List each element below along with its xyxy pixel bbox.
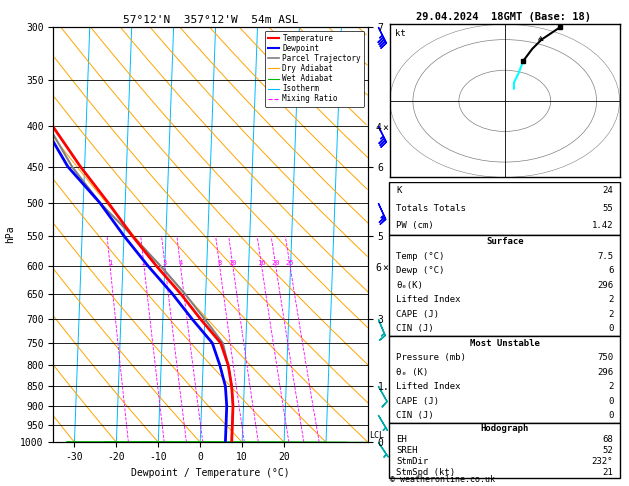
Text: 2: 2 [608, 310, 613, 319]
Bar [389, 336, 620, 423]
Text: SREH: SREH [396, 446, 418, 455]
Text: Lifted Index: Lifted Index [396, 295, 461, 304]
Text: 1: 1 [108, 260, 112, 266]
Text: 8: 8 [218, 260, 222, 266]
Text: CIN (J): CIN (J) [396, 411, 434, 420]
Text: 7.5: 7.5 [597, 252, 613, 261]
Text: 2: 2 [142, 260, 146, 266]
Text: Temp (°C): Temp (°C) [396, 252, 445, 261]
Y-axis label: km
ASL: km ASL [416, 224, 434, 245]
Text: 52: 52 [603, 446, 613, 455]
Text: EH: EH [396, 435, 407, 444]
Text: Lifted Index: Lifted Index [396, 382, 461, 391]
Text: 296: 296 [597, 368, 613, 377]
Text: Dewp (°C): Dewp (°C) [396, 266, 445, 276]
Text: 1.42: 1.42 [592, 221, 613, 230]
Text: 16: 16 [257, 260, 266, 266]
Text: LCL: LCL [369, 431, 384, 440]
Text: 750: 750 [597, 353, 613, 363]
Text: Most Unstable: Most Unstable [470, 339, 540, 348]
X-axis label: Dewpoint / Temperature (°C): Dewpoint / Temperature (°C) [131, 468, 290, 478]
Bar [389, 423, 620, 478]
Text: 21: 21 [603, 468, 613, 477]
Bar [389, 182, 620, 235]
Text: StmSpd (kt): StmSpd (kt) [396, 468, 455, 477]
Text: Hodograph: Hodograph [481, 424, 529, 433]
Title: 57°12'N  357°12'W  54m ASL: 57°12'N 357°12'W 54m ASL [123, 15, 299, 25]
Bar [389, 235, 620, 336]
Text: 10: 10 [228, 260, 237, 266]
Text: 6: 6 [608, 266, 613, 276]
Text: 4: 4 [179, 260, 182, 266]
Text: 2: 2 [608, 295, 613, 304]
Text: 29.04.2024  18GMT (Base: 18): 29.04.2024 18GMT (Base: 18) [416, 12, 591, 22]
Text: kt: kt [394, 29, 405, 38]
Text: 0: 0 [608, 325, 613, 333]
Text: PW (cm): PW (cm) [396, 221, 434, 230]
Text: Surface: Surface [486, 237, 523, 246]
Text: θₑ(K): θₑ(K) [396, 281, 423, 290]
Text: CIN (J): CIN (J) [396, 325, 434, 333]
Text: CAPE (J): CAPE (J) [396, 397, 439, 406]
Text: 0: 0 [608, 411, 613, 420]
Y-axis label: hPa: hPa [4, 226, 14, 243]
Text: 2: 2 [608, 382, 613, 391]
Text: Pressure (mb): Pressure (mb) [396, 353, 466, 363]
Text: 3: 3 [163, 260, 167, 266]
Text: 296: 296 [597, 281, 613, 290]
Legend: Temperature, Dewpoint, Parcel Trajectory, Dry Adiabat, Wet Adiabat, Isotherm, Mi: Temperature, Dewpoint, Parcel Trajectory… [265, 31, 364, 106]
Text: CAPE (J): CAPE (J) [396, 310, 439, 319]
Text: 232°: 232° [592, 457, 613, 466]
Text: © weatheronline.co.uk: © weatheronline.co.uk [390, 474, 495, 484]
Text: 25: 25 [286, 260, 294, 266]
Text: Totals Totals: Totals Totals [396, 204, 466, 213]
Text: 24: 24 [603, 187, 613, 195]
Text: 68: 68 [603, 435, 613, 444]
Text: 0: 0 [608, 397, 613, 406]
Text: StmDir: StmDir [396, 457, 428, 466]
Text: 55: 55 [603, 204, 613, 213]
Text: θₑ (K): θₑ (K) [396, 368, 428, 377]
Text: K: K [396, 187, 402, 195]
Text: 20: 20 [272, 260, 280, 266]
